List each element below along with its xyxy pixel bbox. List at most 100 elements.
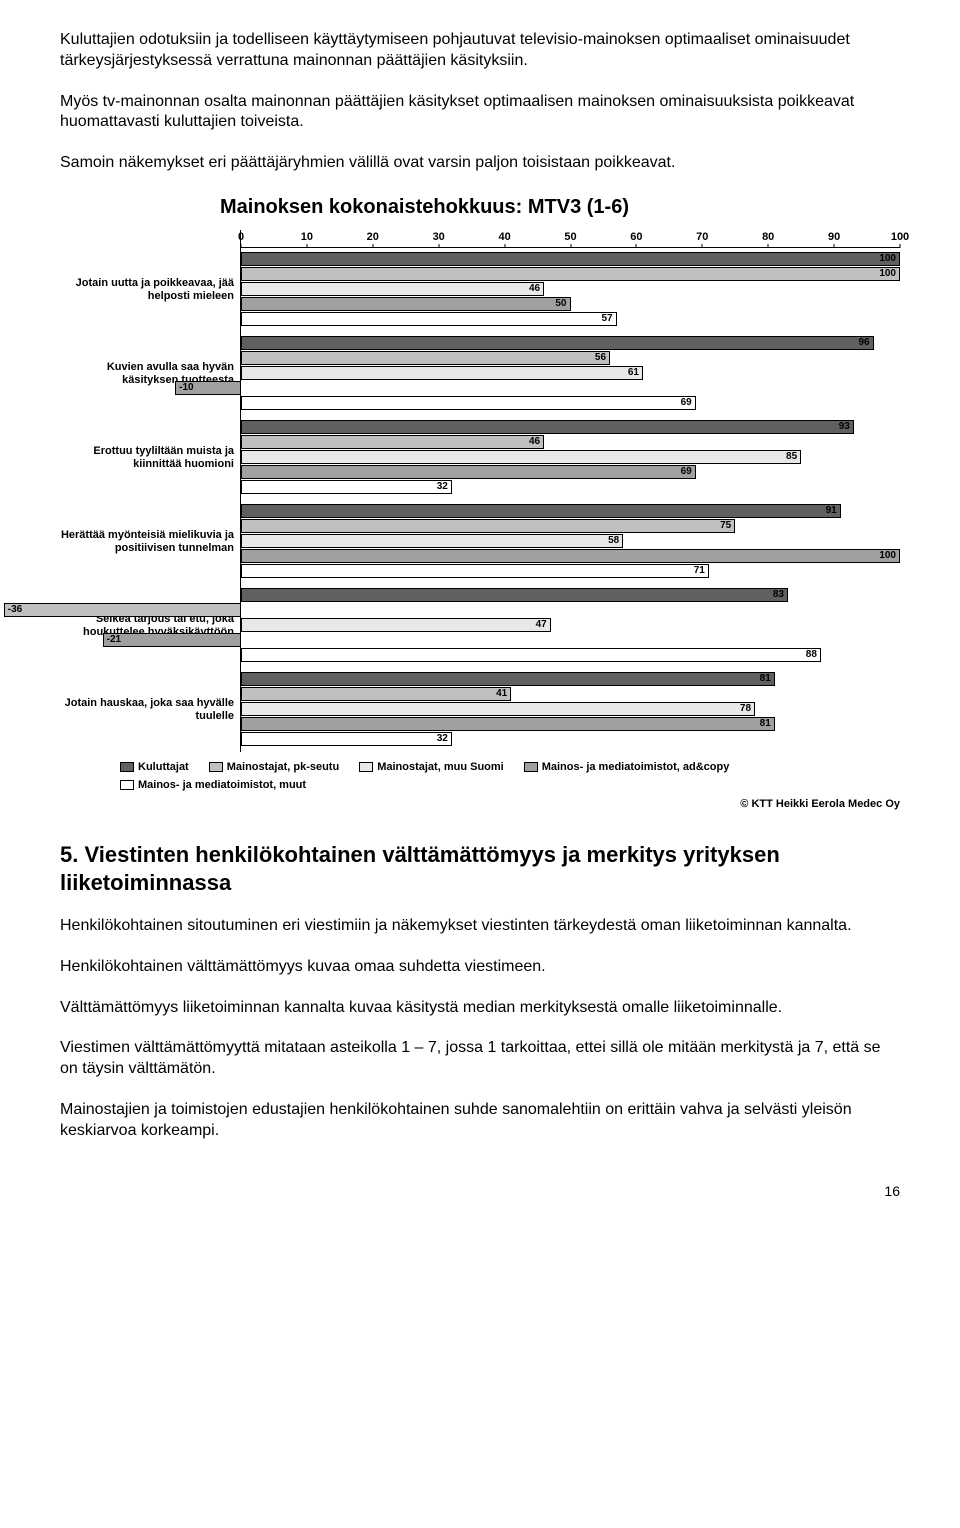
bar-group: 100100465057	[241, 248, 900, 332]
x-tick-label: 90	[828, 230, 840, 244]
bar-value-label: 91	[826, 504, 837, 517]
legend-item: Kuluttajat	[120, 760, 189, 774]
bar: 81	[241, 672, 775, 686]
bar: 91	[241, 504, 841, 518]
x-tick-label: 30	[433, 230, 445, 244]
legend-swatch	[120, 762, 134, 772]
bar: -36	[4, 603, 241, 617]
bar-value-label: 78	[740, 702, 751, 715]
bar: 96	[241, 336, 874, 350]
bar-value-label: 41	[496, 687, 507, 700]
bar-value-label: 81	[760, 717, 771, 730]
bar-value-label: 100	[879, 549, 896, 562]
bar-group: 81 41 78 81 32	[241, 668, 900, 752]
paragraph: Mainostajien ja toimistojen edustajien h…	[60, 1100, 900, 1142]
x-tick-label: 80	[762, 230, 774, 244]
legend-label: Mainostajat, muu Suomi	[377, 760, 504, 774]
chart-container: Mainoksen kokonaistehokkuus: MTV3 (1-6) …	[60, 194, 900, 811]
x-tick-label: 70	[696, 230, 708, 244]
bar: 32	[241, 732, 452, 746]
legend-swatch	[359, 762, 373, 772]
bar: 78	[241, 702, 755, 716]
bar: 88	[241, 648, 821, 662]
legend-swatch	[524, 762, 538, 772]
legend-item: Mainos- ja mediatoimistot, ad&copy	[524, 760, 730, 774]
category-label: Selkeä tarjous tai etu, joka houkuttelee…	[60, 584, 234, 668]
bar: 93	[241, 420, 854, 434]
legend-item: Mainostajat, pk-seutu	[209, 760, 339, 774]
x-tick-label: 10	[301, 230, 313, 244]
legend-swatch	[120, 780, 134, 790]
bar-value-label: 93	[839, 420, 850, 433]
bar-value-label: 56	[595, 351, 606, 364]
x-tick-label: 60	[630, 230, 642, 244]
paragraph: Henkilökohtainen välttämättömyys kuvaa o…	[60, 957, 900, 978]
bar-group: 83-3647-2188	[241, 584, 900, 668]
bar: -10	[175, 381, 241, 395]
bar-value-label: 85	[786, 450, 797, 463]
bar-value-label: 46	[529, 435, 540, 448]
legend-item: Mainos- ja mediatoimistot, muut	[120, 778, 306, 792]
paragraph: Samoin näkemykset eri päättäjäryhmien vä…	[60, 153, 900, 174]
chart-title: Mainoksen kokonaistehokkuus: MTV3 (1-6)	[220, 194, 900, 220]
legend-label: Mainos- ja mediatoimistot, ad&copy	[542, 760, 730, 774]
paragraph: Viestimen välttämättömyyttä mitataan ast…	[60, 1038, 900, 1080]
bar-value-label: 32	[437, 732, 448, 745]
category-label: Erottuu tyyliltään muista ja kiinnittää …	[60, 416, 234, 500]
bar-value-label: 81	[760, 672, 771, 685]
bar: 47	[241, 618, 551, 632]
bar-value-label: -21	[107, 633, 121, 646]
bar: 100	[241, 252, 900, 266]
section-heading: 5. Viestinten henkilökohtainen välttämät…	[60, 841, 900, 898]
paragraph: Henkilökohtainen sitoutuminen eri viesti…	[60, 916, 900, 937]
bar: 100	[241, 549, 900, 563]
x-tick-label: 100	[891, 230, 909, 244]
bar: 46	[241, 435, 544, 449]
bar: 57	[241, 312, 617, 326]
bar: 32	[241, 480, 452, 494]
legend-label: Kuluttajat	[138, 760, 189, 774]
bar: 69	[241, 396, 696, 410]
x-tick-label: 0	[238, 230, 244, 244]
bar-value-label: 88	[806, 648, 817, 661]
bar-value-label: 47	[536, 618, 547, 631]
bar: 50	[241, 297, 571, 311]
chart-legend: Kuluttajat Mainostajat, pk-seutu Mainostaj…	[120, 760, 900, 793]
x-tick-label: 40	[498, 230, 510, 244]
category-label: Herättää myönteisiä mielikuvia ja positi…	[60, 500, 234, 584]
bar-value-label: 46	[529, 282, 540, 295]
bar: 75	[241, 519, 735, 533]
bar-value-label: 50	[555, 297, 566, 310]
bar-value-label: 83	[773, 588, 784, 601]
legend-swatch	[209, 762, 223, 772]
bar: -21	[103, 633, 241, 647]
bar-value-label: 57	[602, 312, 613, 325]
bar-value-label: 100	[879, 252, 896, 265]
bar: 41	[241, 687, 511, 701]
legend-label: Mainostajat, pk-seutu	[227, 760, 339, 774]
bar: 83	[241, 588, 788, 602]
paragraph: Välttämättömyys liiketoiminnan kannalta …	[60, 998, 900, 1019]
bar: 71	[241, 564, 709, 578]
x-tick-label: 50	[564, 230, 576, 244]
bar: 81	[241, 717, 775, 731]
chart-credit: © KTT Heikki Eerola Medec Oy	[60, 797, 900, 811]
legend-item: Mainostajat, muu Suomi	[359, 760, 504, 774]
bar: 100	[241, 267, 900, 281]
bar-value-label: 58	[608, 534, 619, 547]
chart-plot: 0102030405060708090100 10010046505796566…	[240, 230, 900, 752]
bar: 58	[241, 534, 623, 548]
bar-group: 91 75 58 100 71	[241, 500, 900, 584]
bar: 61	[241, 366, 643, 380]
bar: 46	[241, 282, 544, 296]
bar: 69	[241, 465, 696, 479]
bar-value-label: 75	[720, 519, 731, 532]
bar-value-label: -36	[8, 603, 22, 616]
category-label: Kuvien avulla saa hyvän käsityksen tuott…	[60, 332, 234, 416]
category-label: Jotain uutta ja poikkeavaa, jää helposti…	[60, 248, 234, 332]
chart-y-labels: Jotain uutta ja poikkeavaa, jää helposti…	[60, 230, 240, 752]
category-label: Jotain hauskaa, joka saa hyvälle tuulell…	[60, 668, 234, 752]
bar-value-label: 32	[437, 480, 448, 493]
bar: 85	[241, 450, 801, 464]
legend-label: Mainos- ja mediatoimistot, muut	[138, 778, 306, 792]
